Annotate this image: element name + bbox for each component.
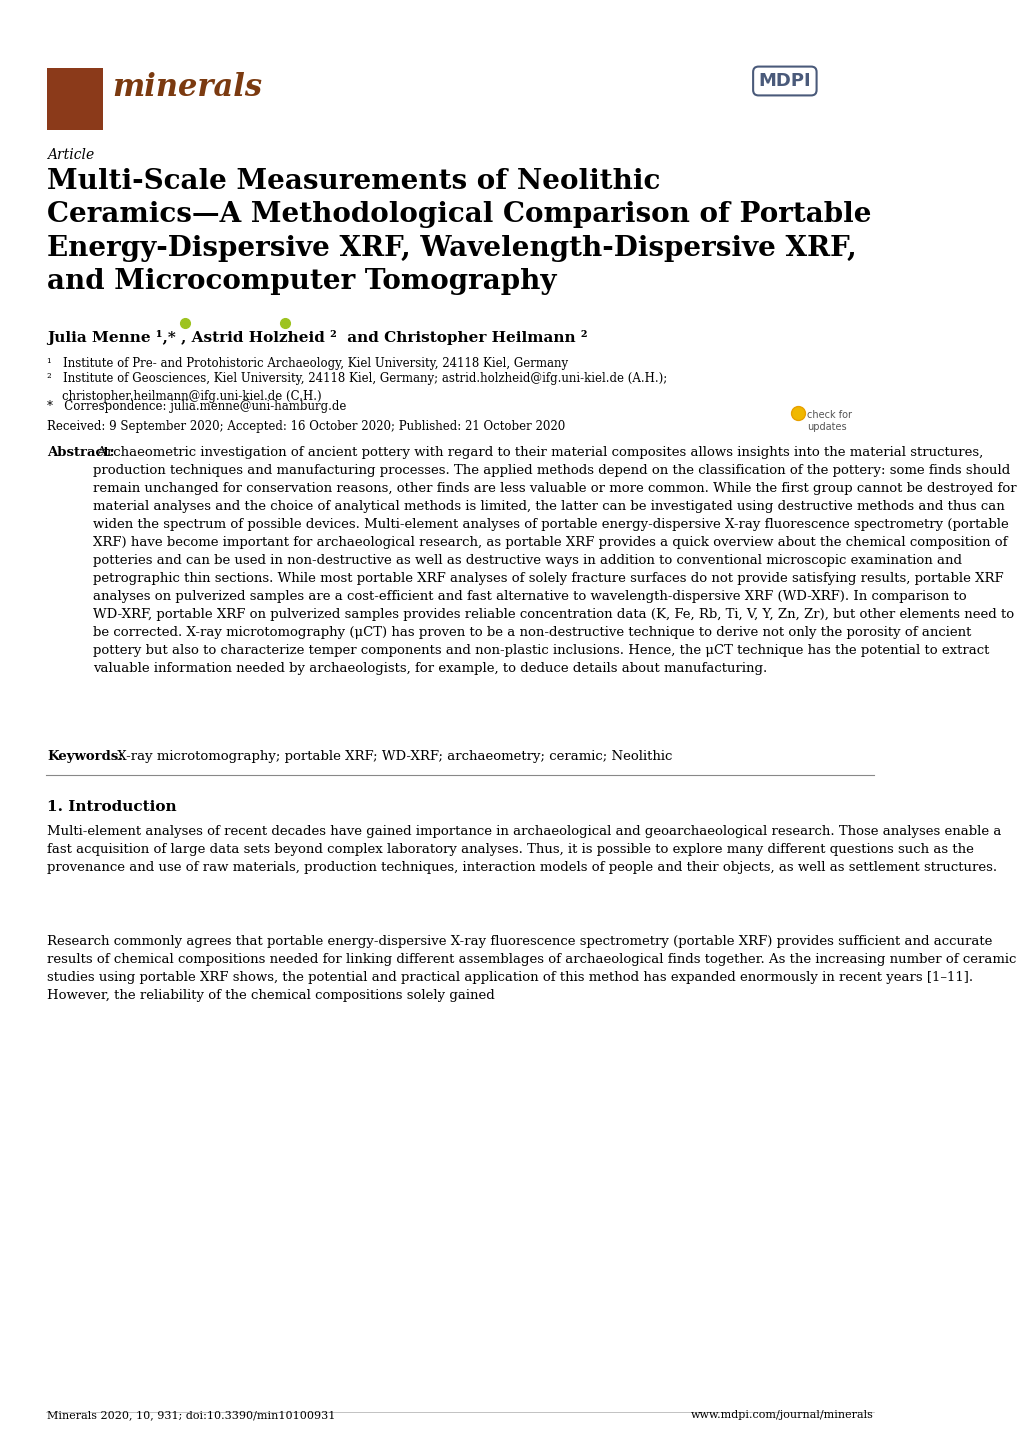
Text: Research commonly agrees that portable energy-dispersive X-ray fluorescence spec: Research commonly agrees that portable e…	[47, 934, 1015, 1002]
Text: www.mdpi.com/journal/minerals: www.mdpi.com/journal/minerals	[690, 1410, 872, 1420]
Text: MDPI: MDPI	[758, 72, 810, 89]
Text: Multi-Scale Measurements of Neolithic
Ceramics—A Methodological Comparison of Po: Multi-Scale Measurements of Neolithic Ce…	[47, 169, 870, 296]
Text: *   Correspondence: julia.menne@uni-hamburg.de: * Correspondence: julia.menne@uni-hambur…	[47, 399, 345, 412]
Text: minerals: minerals	[113, 72, 263, 102]
Text: X-ray microtomography; portable XRF; WD-XRF; archaeometry; ceramic; Neolithic: X-ray microtomography; portable XRF; WD-…	[113, 750, 672, 763]
Text: 1. Introduction: 1. Introduction	[47, 800, 176, 813]
Text: Abstract:: Abstract:	[47, 446, 114, 459]
Text: Keywords:: Keywords:	[47, 750, 123, 763]
FancyBboxPatch shape	[47, 68, 103, 130]
Text: check for
updates: check for updates	[807, 410, 852, 433]
Text: ¹   Institute of Pre- and Protohistoric Archaeology, Kiel University, 24118 Kiel: ¹ Institute of Pre- and Protohistoric Ar…	[47, 358, 568, 371]
Text: Article: Article	[47, 149, 94, 162]
Text: Archaeometric investigation of ancient pottery with regard to their material com: Archaeometric investigation of ancient p…	[93, 446, 1016, 675]
Text: Julia Menne ¹,* , Astrid Holzheid ²  and Christopher Heilmann ²: Julia Menne ¹,* , Astrid Holzheid ² and …	[47, 330, 587, 345]
Text: ²   Institute of Geosciences, Kiel University, 24118 Kiel, Germany; astrid.holzh: ² Institute of Geosciences, Kiel Univers…	[47, 372, 666, 402]
Text: Minerals 2020, 10, 931; doi:10.3390/min10100931: Minerals 2020, 10, 931; doi:10.3390/min1…	[47, 1410, 335, 1420]
Text: Multi-element analyses of recent decades have gained importance in archaeologica: Multi-element analyses of recent decades…	[47, 825, 1001, 874]
Text: Received: 9 September 2020; Accepted: 16 October 2020; Published: 21 October 202: Received: 9 September 2020; Accepted: 16…	[47, 420, 565, 433]
